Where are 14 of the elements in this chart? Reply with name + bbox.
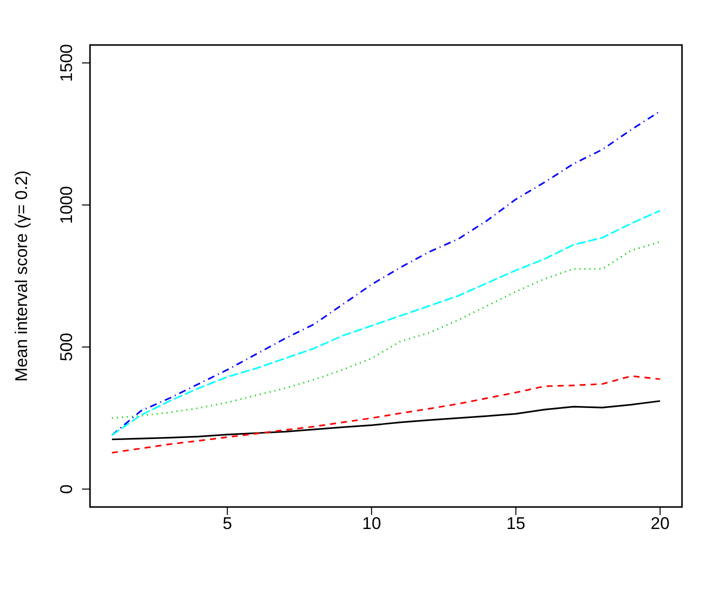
line-series [111, 375, 661, 454]
y-tick-label: 1500 [57, 44, 76, 82]
y-tick-label: 1000 [57, 186, 76, 224]
x-tick-label: 20 [650, 514, 670, 534]
line-series [111, 241, 661, 419]
line-series [111, 210, 661, 436]
y-tick-label: 0 [57, 484, 76, 494]
x-tick-label: 5 [222, 514, 232, 534]
x-tick-label: 10 [362, 514, 382, 534]
y-axis-title: Mean interval score (γ= 0.2) [12, 170, 32, 382]
line-series [111, 400, 661, 440]
x-tick-label: 15 [506, 514, 526, 534]
y-tick-label: 500 [57, 332, 76, 362]
line-series [111, 110, 661, 436]
